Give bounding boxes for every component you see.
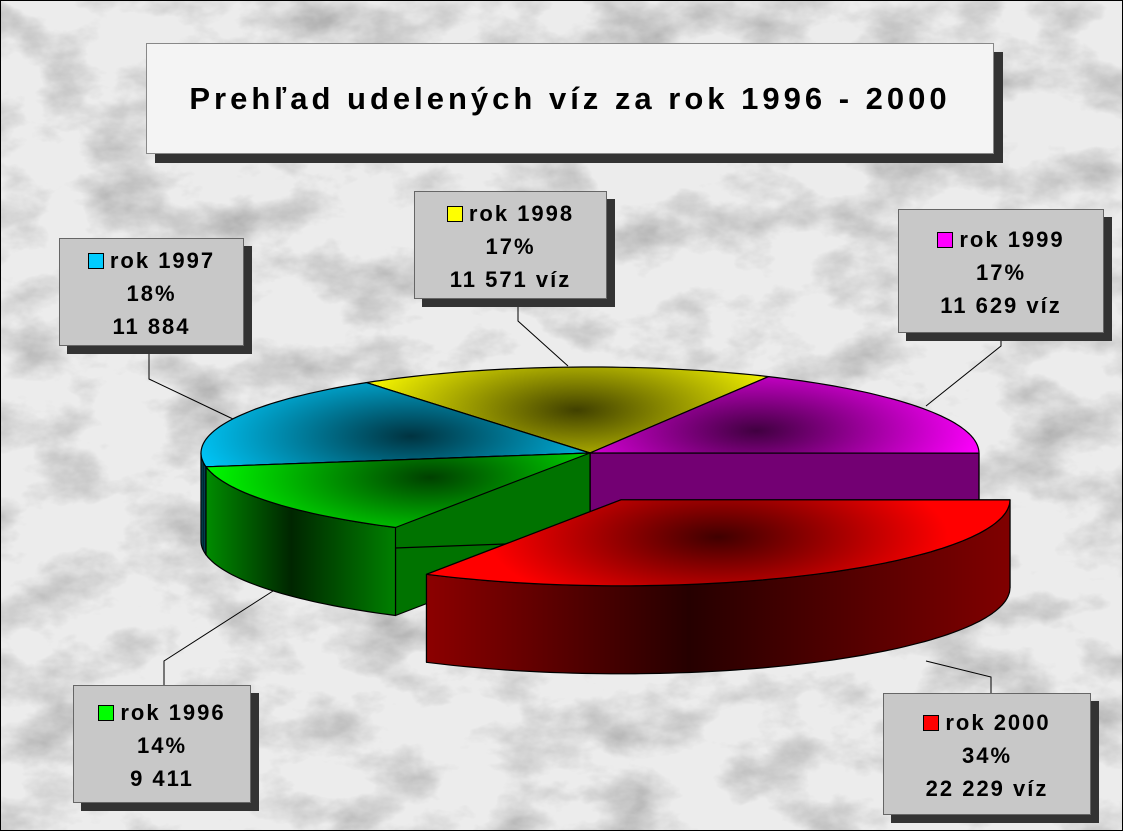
legend-swatch [937,231,954,248]
legend-swatch [98,704,115,721]
data-label: rok 1998 17% 11 571 víz [414,191,607,299]
slice-top [589,376,980,454]
slice-side [200,452,207,556]
data-label: rok 1996 14% 9 411 [73,685,251,803]
data-label: rok 1997 18% 11 884 [59,238,244,346]
slice-top [365,366,770,454]
slice [425,499,1011,675]
legend-label: rok 2000 [945,709,1051,735]
legend-swatch [446,205,463,222]
legend-entry: rok 1998 [415,197,606,230]
data-label: rok 2000 34% 22 229 víz [883,693,1091,815]
legend-entry: rok 2000 [884,706,1090,739]
percent-label: 34% [961,742,1013,768]
legend-entry: rok 1999 [899,223,1103,256]
count-label: 11 571 víz [449,266,572,292]
percent-label: 17% [975,259,1027,285]
count-label: 9 411 [130,765,194,791]
slice-top [425,499,1011,587]
chart-title: Prehľad udelených víz za rok 1996 - 2000 [146,43,994,154]
count-label: 11 884 [112,313,191,339]
slice-top [200,382,591,468]
data-label: rok 1999 17% 11 629 víz [898,209,1104,333]
count-label: 22 229 víz [925,775,1049,801]
legend-label: rok 1998 [468,200,575,226]
legend-entry: rok 1996 [74,696,250,729]
legend-label: rok 1999 [959,226,1065,252]
percent-label: 14% [136,732,188,758]
pie [200,366,1011,675]
percent-label: 17% [485,233,536,259]
count-label: 11 629 víz [940,292,1062,318]
legend-entry: rok 1997 [60,244,243,277]
leader-lines [148,299,1002,693]
slice-top [205,452,591,529]
legend-swatch [923,714,940,731]
legend-label: rok 1996 [120,699,226,725]
percent-label: 18% [126,280,177,306]
legend-swatch [87,252,104,269]
legend-label: rok 1997 [109,247,216,273]
